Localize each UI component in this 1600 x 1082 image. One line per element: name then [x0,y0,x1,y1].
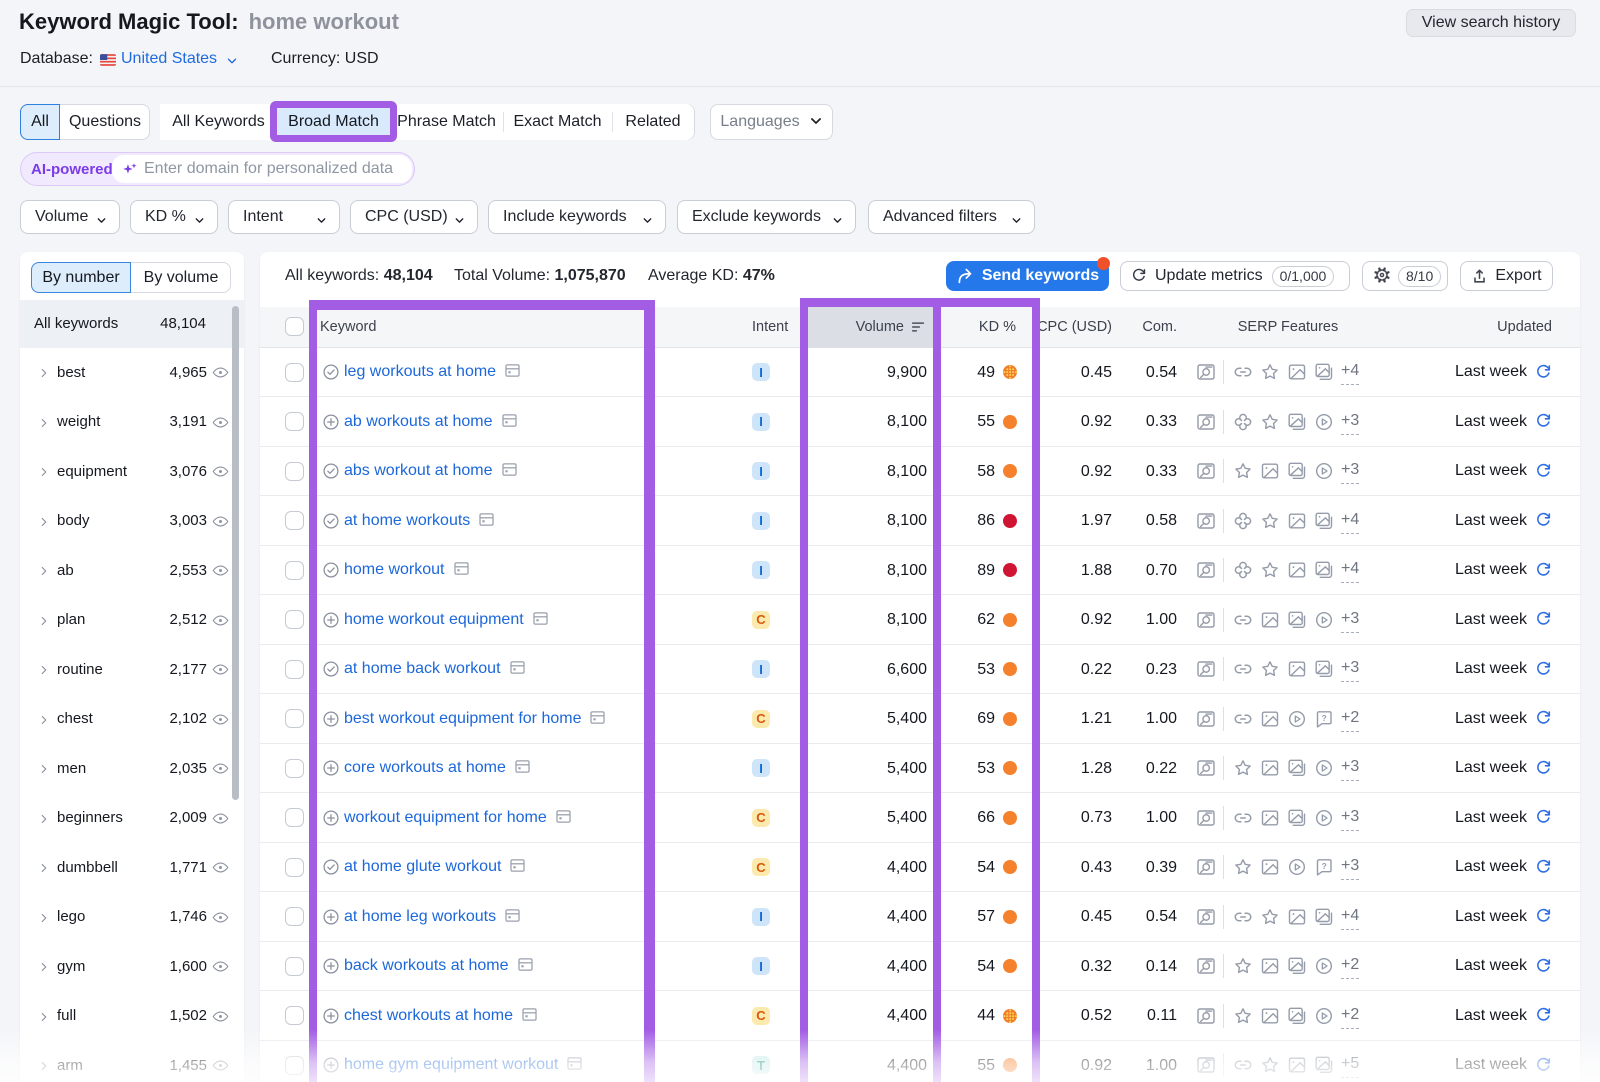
svg-text:?: ? [1322,713,1327,723]
svg-text:?: ? [1322,861,1327,871]
